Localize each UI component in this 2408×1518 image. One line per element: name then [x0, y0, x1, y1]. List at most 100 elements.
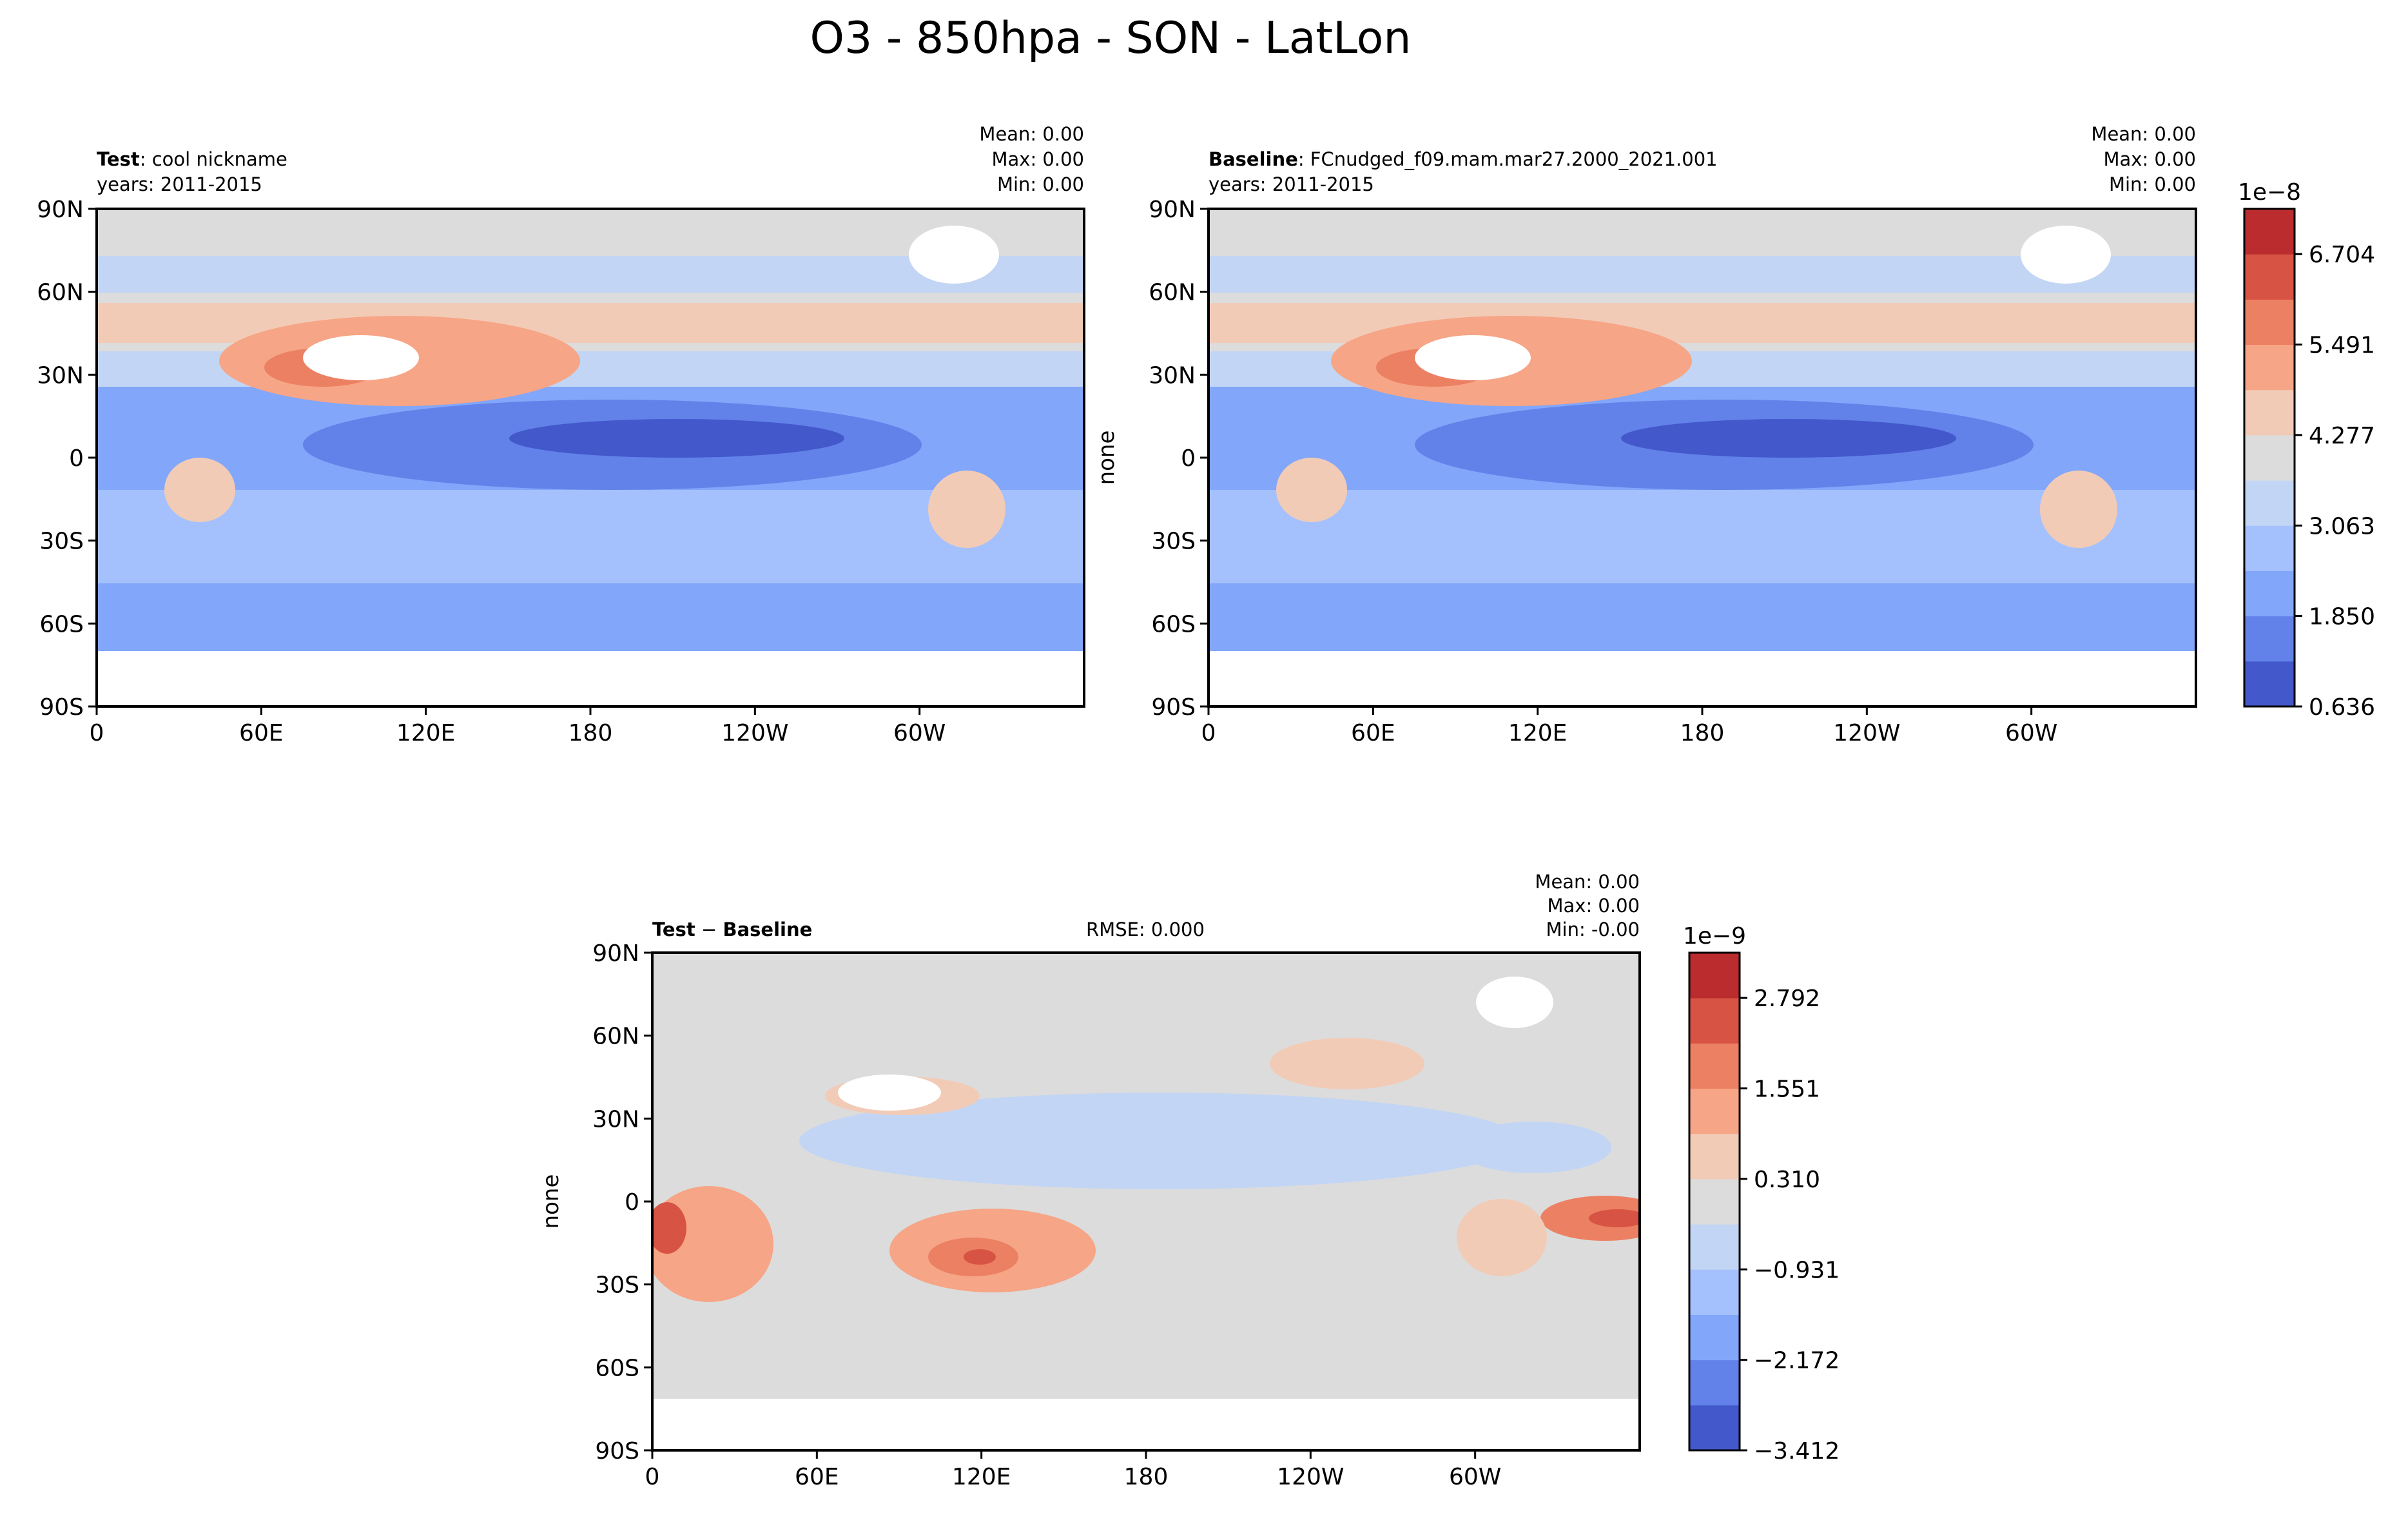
colorbar-frame	[2243, 208, 2296, 708]
y-ticks: 90N 60N 30N 0 30S 60S 90S	[1149, 197, 1209, 721]
band-30n-warm	[97, 303, 1084, 343]
colorbar-segment	[2244, 389, 2295, 436]
y-tick-label: 90S	[1151, 694, 1196, 721]
colorbar-tick-label: 2.792	[1754, 986, 1820, 1012]
x-tick-label: 60E	[795, 1464, 839, 1490]
x-tick-label: 60W	[1449, 1464, 1501, 1490]
colorbar-tick-label: 3.063	[2309, 513, 2375, 540]
y-axis-label: none	[538, 1174, 564, 1229]
map-test	[97, 209, 1084, 706]
x-ticks: 0 60E 120E 180 120W 60W	[645, 1450, 1501, 1490]
x-tick-label: 120E	[952, 1464, 1011, 1490]
y-tick-label: 0	[69, 445, 84, 472]
stat-max: Max: 0.00	[1547, 895, 1640, 917]
africa-warm	[164, 458, 235, 522]
tibet-white	[838, 1075, 941, 1111]
y-tick-label: 0	[625, 1189, 639, 1216]
colorbar-segment	[2244, 480, 2295, 526]
y-tick-label: 30S	[595, 1272, 639, 1299]
namerica-warm	[1270, 1038, 1424, 1089]
x-ticks: 0 60E 120E 180 120W 60W	[1201, 706, 2057, 746]
years-label: years: 2011-2015	[97, 173, 262, 195]
x-tick-label: 60E	[1351, 720, 1395, 746]
x-tick-label: 120W	[721, 720, 788, 746]
y-ticks: 90N 60N 30N 0 30S 60S 90S	[592, 940, 652, 1464]
y-ticks: 90N 60N 30N 0 30S 60S 90S	[37, 197, 97, 721]
colorbar-segment	[1689, 1224, 1740, 1270]
years-label: years: 2011-2015	[1209, 173, 1374, 195]
greenland-white	[909, 226, 999, 284]
colorbar-segment	[2244, 661, 2295, 707]
y-tick-label: 90N	[37, 197, 84, 223]
colorbar-tick-label: 6.704	[2309, 242, 2375, 268]
satlantic-core	[1589, 1209, 1640, 1227]
stat-max: Max: 0.00	[991, 148, 1084, 170]
stat-mean: Mean: 0.00	[979, 123, 1084, 145]
y-tick-label: 30S	[1151, 529, 1196, 555]
colorbar-frame	[1688, 951, 1741, 1452]
stat-mean: Mean: 0.00	[2091, 123, 2196, 145]
colorbar-segment	[1689, 1359, 1740, 1406]
y-tick-label: 30N	[37, 362, 84, 389]
stat-min: Min: 0.00	[2109, 173, 2196, 195]
stat-mean: Mean: 0.00	[1535, 871, 1640, 893]
map-baseline	[1209, 209, 2196, 706]
colorbar-difference: −3.412 −2.172 −0.931 0.310 1.551 2.792 1e−9	[1683, 923, 1840, 1464]
colorbar-segment	[1689, 1269, 1740, 1315]
tropic-min	[509, 419, 844, 458]
colorbar-exponent: 1e−8	[2238, 179, 2301, 206]
x-tick-label: 180	[1680, 720, 1725, 746]
antarctica-white	[97, 651, 1084, 706]
band-30s	[97, 490, 1084, 587]
colorbar-segment	[2244, 434, 2295, 481]
y-tick-label: 90S	[39, 694, 84, 721]
colorbar-tick-label: −2.172	[1754, 1348, 1840, 1374]
colorbar-segment	[1689, 1043, 1740, 1089]
colorbar-segment	[1689, 998, 1740, 1044]
panel-test: 0 60E 120E 180 120W 60W 90N 60N 30N 0 30S 60S 90S T…	[37, 123, 1085, 746]
colorbar-segment	[1689, 1133, 1740, 1180]
australia-core	[964, 1249, 996, 1265]
y-tick-label: 60N	[37, 280, 84, 306]
stat-min: Min: 0.00	[997, 173, 1084, 195]
y-tick-label: 30N	[1149, 362, 1196, 389]
samerica-warm	[1457, 1199, 1547, 1276]
colorbar-tick-label: 4.277	[2309, 423, 2375, 449]
y-tick-label: 30S	[39, 529, 84, 555]
africa-hot	[652, 1202, 686, 1254]
colorbar-tick-label: 0.310	[1754, 1167, 1820, 1193]
natlantic-cool	[1457, 1122, 1611, 1173]
colorbar-segment	[2244, 525, 2295, 571]
stat-min: Min: -0.00	[1546, 919, 1640, 940]
colorbar-segment	[2244, 570, 2295, 617]
samerica-warm	[928, 471, 1005, 548]
colorbar-segment	[2244, 299, 2295, 345]
panel-label: Test − Baseline	[652, 919, 812, 940]
y-tick-label: 60S	[39, 611, 84, 637]
figure-title: O3 - 850hpa - SON - LatLon	[810, 13, 1412, 64]
y-tick-label: 90N	[1149, 197, 1196, 223]
x-tick-label: 180	[1124, 1464, 1169, 1490]
y-tick-label: 60S	[1151, 611, 1196, 637]
colorbar-segment	[1689, 1178, 1740, 1225]
colorbar-segment	[2244, 616, 2295, 662]
colorbar-segment	[2244, 209, 2295, 255]
y-tick-label: 0	[1181, 445, 1196, 472]
x-tick-label: 60W	[2005, 720, 2057, 746]
x-tick-label: 180	[568, 720, 613, 746]
rmse-label: RMSE: 0.000	[1086, 919, 1205, 940]
pacific-cool	[799, 1093, 1521, 1189]
y-tick-label: 60S	[595, 1355, 639, 1381]
panel-label: Test: cool nickname	[97, 148, 287, 170]
x-ticks: 0 60E 120E 180 120W 60W	[90, 706, 946, 746]
y-axis-label: none	[1094, 431, 1120, 485]
x-tick-label: 120W	[1833, 720, 1900, 746]
greenland-white	[1476, 977, 1553, 1028]
x-tick-label: 0	[645, 1464, 660, 1490]
y-tick-label: 90N	[592, 940, 639, 967]
colorbar-tick-label: 0.636	[2309, 694, 2375, 721]
colorbar-tick-label: −3.412	[1754, 1438, 1840, 1464]
x-tick-label: 0	[1201, 720, 1216, 746]
x-tick-label: 120E	[396, 720, 455, 746]
